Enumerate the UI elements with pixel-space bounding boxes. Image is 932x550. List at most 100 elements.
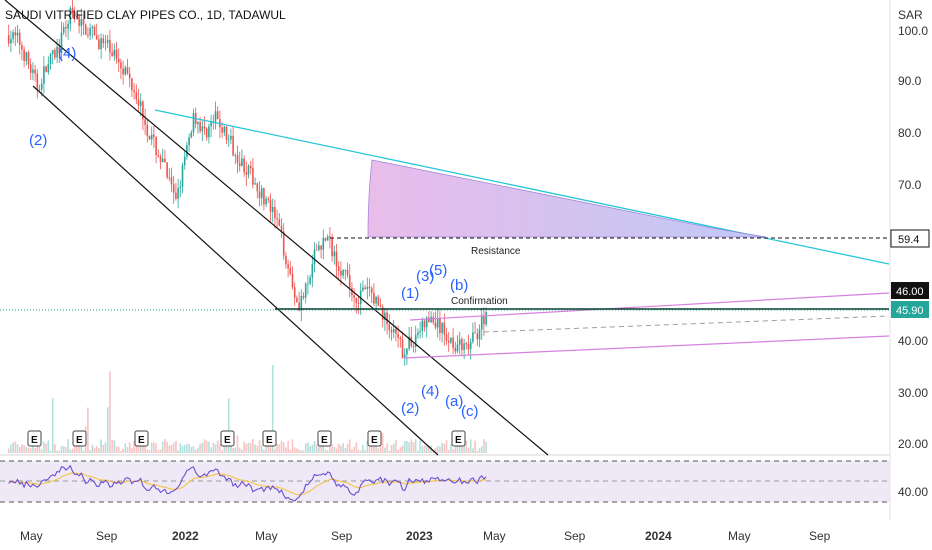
wedge-lower-line[interactable] [403,335,890,359]
candle [183,150,186,170]
volume-bar [417,450,419,453]
candle [177,178,179,209]
projection-triangle[interactable] [367,159,767,238]
price-tag-confirmation[interactable]: 46.00 [891,282,929,299]
volume-bar [190,446,193,453]
volume-bar [245,443,248,453]
candle [364,284,366,290]
volume-bar [441,443,443,453]
candle [93,24,96,36]
volume-bar [93,447,96,453]
candle [476,328,479,347]
candle [131,77,133,98]
candle [95,23,98,41]
volume-bar [265,442,267,453]
volume-bar [137,441,140,453]
candle [278,213,281,227]
wave-label-2-bottom: (2) [401,400,419,417]
volume-bar [304,443,307,453]
wedge-upper-line[interactable] [409,292,890,321]
candle [36,69,39,99]
candle [342,269,344,279]
candle [366,277,369,300]
candle [293,282,296,306]
volume-bar [201,442,204,453]
volume-bar [21,444,23,453]
candle [227,134,230,147]
volume-bar [80,440,83,453]
candle [368,278,371,297]
earnings-marker[interactable]: E [317,430,332,447]
candle [197,121,199,134]
volume-bar [194,449,197,453]
candle [137,88,140,112]
candle [146,119,149,143]
channel-upper-line[interactable] [4,0,549,456]
volume-bar [401,445,404,453]
volume-bar [461,444,463,453]
price-tag-resistance[interactable]: 59.4 [890,229,930,248]
candle [274,199,276,229]
svg-text:46.00: 46.00 [896,286,924,298]
candle [285,252,287,269]
volume-bar [423,445,426,453]
volume-bar [480,446,483,453]
volume-bar [161,441,164,453]
earnings-marker[interactable]: E [72,430,87,447]
volume-bar [348,439,351,453]
volume-bar [18,447,21,453]
earnings-marker[interactable]: E [27,430,42,447]
volume-bar [476,450,479,453]
candle [80,8,83,37]
volume-bar [23,444,25,453]
candle [51,49,54,65]
volume-bar [179,443,182,453]
candle [89,23,91,41]
volume-bar [467,447,470,453]
candle [225,125,228,145]
volume-bar [243,441,245,453]
volume-bar [322,446,325,453]
volume-bar [315,444,318,453]
channel-lower-line[interactable] [32,85,439,456]
price-tag-last[interactable]: 45.90 [891,301,929,318]
earnings-marker[interactable]: E [262,430,277,447]
volume-bar [285,447,287,453]
x-tick-label: Sep [96,529,118,543]
earnings-marker[interactable]: E [134,430,149,447]
y-tick-label: 30.00 [898,386,928,400]
candle [192,108,195,137]
candle [69,5,72,32]
earnings-marker[interactable]: E [220,430,235,447]
volume-bar [128,442,131,453]
volume-bar [45,443,47,453]
candle [417,328,419,339]
svg-text:59.4: 59.4 [898,234,919,246]
earnings-marker[interactable]: E [451,430,466,447]
candle [124,65,127,76]
candle [23,46,25,68]
volume-bar [298,449,300,453]
volume-bar [29,448,32,453]
candle [370,286,373,303]
volume-bar [359,450,362,453]
volume-bar [469,439,472,453]
candle [241,149,243,167]
volume-bar [43,441,45,453]
volume-bar [120,450,122,453]
candle [483,307,485,336]
earnings-marker[interactable]: E [367,430,382,447]
candle [421,317,424,338]
candle [351,282,353,302]
svg-text:E: E [138,435,145,446]
y-tick-label: 40.00 [898,334,928,348]
volume-bar [164,439,166,453]
volume-bar [335,448,338,453]
candle [384,307,386,332]
volume-bar [166,441,168,453]
volume-bar [40,449,43,453]
volume-bar [267,444,270,453]
svg-text:E: E [455,435,462,446]
volume-bar [331,444,333,453]
